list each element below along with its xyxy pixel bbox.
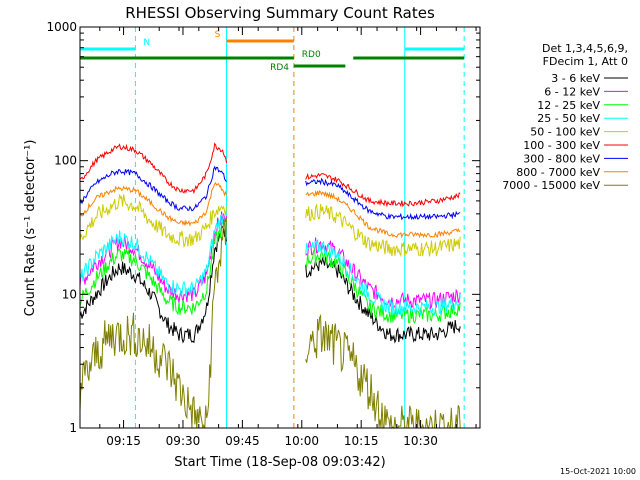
x-tick-label-3: 10:00 — [284, 434, 319, 448]
series-line-6-0 — [79, 165, 227, 212]
legend-label-5: 100 - 300 keV — [523, 139, 600, 152]
x-tick-label-2: 09:45 — [225, 434, 260, 448]
series-line-7-1 — [305, 189, 461, 239]
series-line-4-0 — [79, 194, 227, 249]
legend-label-8: 7000 - 15000 keV — [502, 179, 600, 192]
legend-label-3: 25 - 50 keV — [537, 112, 600, 125]
annotation-label-4: RD4 — [270, 63, 289, 73]
y-tick-label-3: 1000 — [46, 20, 77, 34]
series-line-3-0 — [79, 213, 227, 297]
x-tick-label-0: 09:15 — [106, 434, 141, 448]
y-tick-label-1: 10 — [62, 287, 77, 301]
x-axis-label: Start Time (18-Sep-08 09:03:42) — [174, 455, 385, 470]
y-axis-label: Count Rate (s⁻¹ detector⁻¹) — [23, 140, 38, 317]
x-tick-label-1: 09:30 — [166, 434, 201, 448]
y-tick-label-2: 100 — [54, 154, 77, 168]
series-line-0-0 — [79, 224, 227, 344]
legend-header-0: Det 1,3,4,5,6,9, — [542, 42, 628, 55]
plot-area: N S RD4 RD0 1 10 100 1000 09:15 09:30 09:45 10:00 10… — [46, 20, 481, 448]
annotation-label-2: S — [215, 30, 221, 40]
legend-label-1: 6 - 12 keV — [544, 85, 600, 98]
legend-label-2: 12 - 25 keV — [537, 99, 600, 112]
legend-label-0: 3 - 6 keV — [551, 72, 600, 85]
annotation-label-5: RD0 — [302, 50, 321, 60]
annotation-label-0: N — [143, 38, 150, 48]
x-tick-label-5: 10:30 — [403, 434, 438, 448]
y-tick-label-0: 1 — [69, 421, 77, 435]
legend-label-6: 300 - 800 keV — [523, 152, 600, 165]
legend-label-4: 50 - 100 keV — [530, 126, 600, 139]
series-line-8-0 — [79, 217, 227, 429]
timestamp: 15-Oct-2021 10:00 — [560, 467, 636, 476]
series-line-3-1 — [305, 239, 461, 316]
series-line-2-0 — [79, 220, 227, 315]
plot-frame — [79, 26, 481, 429]
legend-header-1: FDecim 1, Att 0 — [543, 55, 628, 68]
series-line-6-1 — [305, 177, 461, 221]
x-tick-label-4: 10:15 — [344, 434, 379, 448]
chart-title: RHESSI Observing Summary Count Rates — [125, 4, 435, 22]
legend: Det 1,3,4,5,6,9,FDecim 1, Att 0 3 - 6 keV… — [502, 42, 628, 192]
series-line-4-1 — [305, 203, 461, 258]
series-line-7-0 — [79, 181, 227, 227]
legend-label-7: 800 - 7000 keV — [516, 166, 600, 179]
series-line-5-0 — [79, 142, 227, 195]
